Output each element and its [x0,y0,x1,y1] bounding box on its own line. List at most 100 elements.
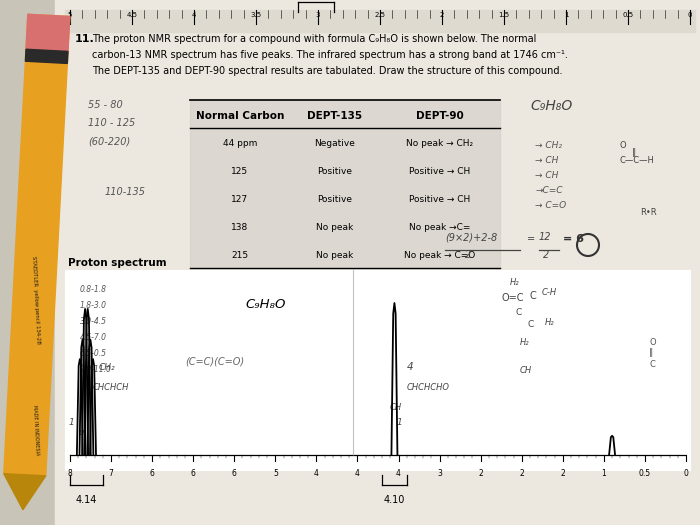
Text: (60-220): (60-220) [88,136,130,146]
Text: 1.8-3.0: 1.8-3.0 [80,301,107,310]
Text: 4: 4 [355,469,360,478]
Text: 2: 2 [519,469,524,478]
Text: CHCHCHO: CHCHCHO [407,383,449,392]
Text: C-H: C-H [542,288,557,297]
Text: C₉H₈O: C₉H₈O [245,298,286,311]
Text: 55 - 80: 55 - 80 [88,100,122,110]
Text: 2.5: 2.5 [374,12,386,18]
Text: C: C [649,360,655,369]
Text: 4.5-7.0: 4.5-7.0 [80,333,107,342]
Text: C: C [530,291,537,301]
Text: 1.5: 1.5 [498,12,510,18]
Text: 110-135: 110-135 [105,187,146,197]
Text: 4.5: 4.5 [127,12,137,18]
Text: 4: 4 [192,12,196,18]
Text: = 6: = 6 [563,234,584,244]
Text: H₂: H₂ [520,338,530,347]
Text: 12: 12 [539,232,552,242]
Text: Negative: Negative [314,140,356,149]
Text: → CH: → CH [535,156,559,165]
Text: 1: 1 [564,12,568,18]
Text: O: O [650,338,657,347]
Polygon shape [4,474,46,510]
Text: Proton spectrum: Proton spectrum [68,258,167,268]
Bar [4,14,70,476]
Text: Positive → CH: Positive → CH [410,167,470,176]
Text: 0.8-1.8: 0.8-1.8 [80,285,107,294]
Text: 4: 4 [314,469,318,478]
Text: 3: 3 [316,12,321,18]
Text: The proton NMR spectrum for a compound with formula C₉H₈O is shown below. The no: The proton NMR spectrum for a compound w… [92,34,536,44]
Text: 8: 8 [68,469,72,478]
Text: No peak: No peak [316,224,354,233]
Text: H₂: H₂ [510,278,519,287]
Text: 9.0-11.0: 9.0-11.0 [80,365,112,374]
Text: 2: 2 [440,12,444,18]
Text: 2: 2 [465,250,471,260]
Text: 4.14: 4.14 [76,495,97,505]
Text: 0.5: 0.5 [622,12,634,18]
Text: DEPT-135: DEPT-135 [307,111,363,121]
Bar [25,49,68,64]
Text: Positive: Positive [318,167,353,176]
Text: 0: 0 [687,12,692,18]
Text: 3: 3 [438,469,442,478]
Text: →C=C: →C=C [535,186,563,195]
Text: MADE IN INDONESIA: MADE IN INDONESIA [32,405,40,455]
Text: 5: 5 [68,12,72,18]
Text: C: C [515,308,522,317]
Text: 1: 1 [396,418,402,427]
Text: 11.: 11. [75,34,94,44]
Text: C: C [528,320,534,329]
Text: No peak: No peak [316,251,354,260]
Text: (9×2)+2-8: (9×2)+2-8 [445,232,497,242]
Text: 138: 138 [232,224,248,233]
Text: → C=O: → C=O [535,201,566,210]
Text: No peak → CH₂: No peak → CH₂ [407,140,474,149]
Text: carbon-13 NMR spectrum has five peaks. The infrared spectrum has a strong band a: carbon-13 NMR spectrum has five peaks. T… [92,50,568,60]
Text: 127: 127 [232,195,248,205]
Text: → CH₂: → CH₂ [535,141,562,150]
Text: 2: 2 [543,250,550,260]
Bar [65,270,690,470]
Text: ‖: ‖ [649,348,653,357]
Text: 6.5-0.5: 6.5-0.5 [80,349,107,358]
Text: C₉H₈O: C₉H₈O [530,99,573,113]
Text: C—C—H: C—C—H [620,156,655,165]
Text: 2: 2 [478,469,483,478]
Text: 1: 1 [601,469,606,478]
Text: No peak → C=O: No peak → C=O [405,251,475,260]
Text: 6: 6 [191,469,195,478]
Text: The DEPT-135 and DEPT-90 spectral results are tabulated. Draw the structure of t: The DEPT-135 and DEPT-90 spectral result… [92,66,563,76]
Text: Normal Carbon: Normal Carbon [196,111,284,121]
Text: O=C: O=C [502,293,524,303]
Text: DEPT-90: DEPT-90 [416,111,464,121]
Text: 1: 1 [69,418,74,427]
Text: ‖: ‖ [632,148,636,157]
Text: 0.5: 0.5 [639,469,651,478]
Text: No peak →C=: No peak →C= [410,224,470,233]
Text: (C=C)(C=O): (C=C)(C=O) [185,357,244,367]
Bar [190,100,500,268]
Text: O: O [620,141,626,150]
Text: 3.5: 3.5 [251,12,262,18]
Text: 5: 5 [273,469,278,478]
Text: 2: 2 [561,469,565,478]
Text: 4.10: 4.10 [384,495,405,505]
Text: → CH: → CH [535,171,559,180]
Bar [26,14,70,55]
Text: Positive: Positive [318,195,353,205]
Text: R•R: R•R [640,208,657,217]
Text: 4: 4 [407,362,413,372]
Text: 6: 6 [232,469,237,478]
Text: STAEDTLER  yellow pencil 134-2B: STAEDTLER yellow pencil 134-2B [32,256,41,344]
Text: =: = [527,234,535,244]
Text: 7: 7 [108,469,113,478]
Text: 125: 125 [232,167,248,176]
Text: 0: 0 [684,469,688,478]
Text: CH: CH [520,366,532,375]
Text: CH₂: CH₂ [99,363,115,372]
Text: CHCHCH: CHCHCH [92,383,129,392]
Text: 110 - 125: 110 - 125 [88,118,135,128]
Text: H₂: H₂ [545,318,554,327]
